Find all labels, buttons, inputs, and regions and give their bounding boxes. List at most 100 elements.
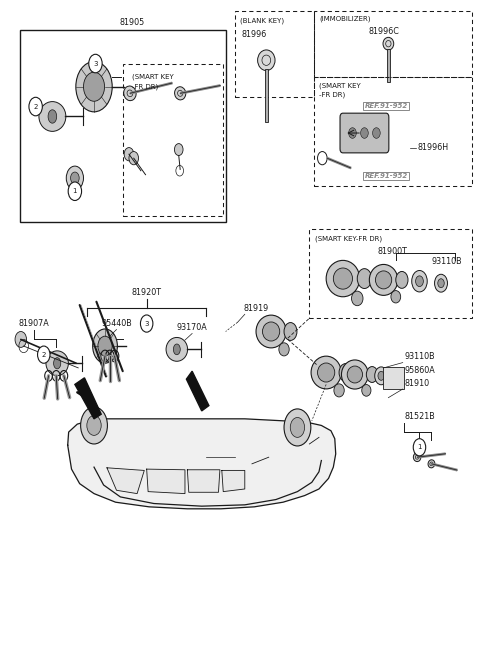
Text: 81905: 81905 [120, 18, 145, 27]
Text: 2: 2 [42, 351, 46, 357]
Text: 93110B: 93110B [432, 257, 462, 266]
Circle shape [68, 182, 82, 200]
FancyBboxPatch shape [340, 113, 389, 153]
Polygon shape [222, 471, 245, 491]
Ellipse shape [318, 363, 335, 382]
Ellipse shape [263, 322, 280, 341]
Ellipse shape [339, 363, 352, 381]
Text: 81907A: 81907A [19, 319, 49, 328]
Ellipse shape [428, 460, 435, 468]
Circle shape [412, 271, 427, 292]
Circle shape [141, 315, 153, 332]
Text: REF.91-952: REF.91-952 [364, 103, 408, 109]
Ellipse shape [362, 385, 371, 396]
Text: 81996H: 81996H [417, 143, 448, 152]
Text: 3: 3 [144, 321, 149, 327]
Ellipse shape [347, 366, 362, 383]
Text: 81910: 81910 [404, 379, 429, 388]
Circle shape [71, 172, 79, 184]
Circle shape [413, 439, 426, 456]
Text: 95440B: 95440B [101, 318, 132, 328]
Text: 81919: 81919 [244, 304, 269, 313]
Polygon shape [186, 371, 209, 411]
Text: 81900T: 81900T [378, 247, 408, 257]
Circle shape [98, 336, 112, 356]
Circle shape [434, 274, 447, 292]
Circle shape [284, 409, 311, 446]
Ellipse shape [173, 344, 180, 355]
Text: 2: 2 [34, 103, 38, 109]
Text: 93170A: 93170A [177, 322, 207, 332]
Circle shape [81, 407, 108, 444]
Ellipse shape [334, 384, 344, 397]
Text: 3: 3 [93, 60, 98, 66]
FancyBboxPatch shape [383, 367, 404, 389]
Ellipse shape [46, 351, 68, 376]
Ellipse shape [341, 360, 368, 389]
Ellipse shape [413, 453, 421, 461]
Circle shape [129, 152, 139, 165]
Text: 93110B: 93110B [404, 352, 435, 361]
Circle shape [89, 54, 102, 73]
Text: (SMART KEY-FR DR): (SMART KEY-FR DR) [315, 235, 382, 242]
Ellipse shape [326, 261, 360, 297]
Ellipse shape [284, 323, 297, 340]
Text: 81920T: 81920T [132, 288, 162, 297]
Text: (BLANK KEY): (BLANK KEY) [240, 17, 284, 24]
Text: 1: 1 [417, 444, 422, 450]
Circle shape [348, 128, 356, 139]
Ellipse shape [383, 37, 394, 50]
Polygon shape [387, 49, 390, 82]
Ellipse shape [333, 268, 352, 289]
Ellipse shape [39, 101, 66, 131]
Text: (SMART KEY: (SMART KEY [319, 82, 361, 89]
Polygon shape [68, 419, 336, 509]
Text: 1: 1 [72, 188, 77, 194]
Circle shape [84, 72, 105, 101]
Ellipse shape [369, 265, 398, 295]
Ellipse shape [256, 315, 286, 348]
Text: 95860A: 95860A [404, 365, 435, 375]
Polygon shape [75, 378, 101, 419]
Text: REF.91-952: REF.91-952 [364, 173, 408, 179]
Ellipse shape [258, 50, 275, 70]
Circle shape [360, 128, 368, 139]
Text: 81521B: 81521B [404, 412, 435, 421]
Text: (SMART KEY: (SMART KEY [132, 74, 174, 80]
Text: 81996C: 81996C [368, 27, 399, 36]
Circle shape [416, 276, 423, 286]
Ellipse shape [311, 356, 341, 389]
Circle shape [124, 148, 134, 161]
Circle shape [15, 332, 26, 347]
Text: -FR DR): -FR DR) [319, 91, 345, 98]
Circle shape [375, 367, 388, 385]
Circle shape [87, 416, 101, 436]
Ellipse shape [124, 86, 136, 101]
Polygon shape [107, 468, 144, 493]
Polygon shape [265, 69, 268, 122]
Text: 81996: 81996 [242, 30, 267, 40]
Ellipse shape [396, 271, 408, 288]
Circle shape [174, 144, 183, 156]
Ellipse shape [357, 269, 372, 288]
Ellipse shape [175, 87, 186, 100]
Ellipse shape [48, 110, 57, 123]
Circle shape [378, 371, 384, 381]
Text: (IMMOBILIZER): (IMMOBILIZER) [319, 16, 371, 23]
Circle shape [372, 128, 380, 139]
Ellipse shape [54, 357, 61, 369]
Circle shape [76, 62, 112, 112]
Polygon shape [147, 469, 185, 493]
Polygon shape [187, 470, 220, 492]
Circle shape [93, 329, 118, 363]
Circle shape [438, 278, 444, 288]
Text: -FR DR): -FR DR) [132, 84, 158, 90]
Ellipse shape [375, 271, 392, 289]
Ellipse shape [166, 337, 188, 361]
Circle shape [290, 418, 305, 438]
Circle shape [37, 346, 50, 363]
Ellipse shape [366, 367, 378, 383]
Ellipse shape [391, 290, 401, 303]
Ellipse shape [279, 343, 289, 356]
Circle shape [29, 97, 42, 116]
